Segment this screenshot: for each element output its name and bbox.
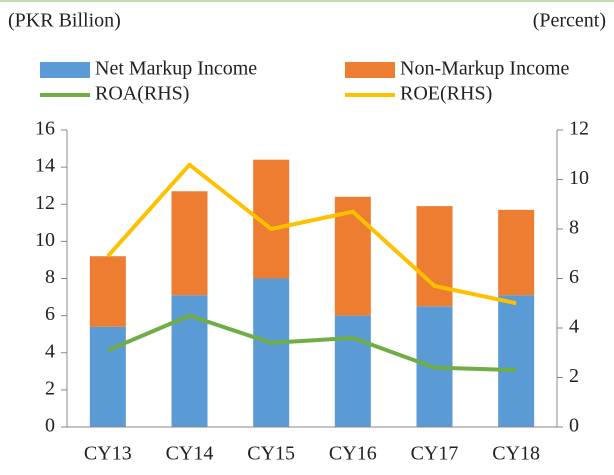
x-tick-label: CY17 [411, 443, 459, 465]
legend-swatch [40, 62, 90, 78]
x-tick-label: CY13 [84, 443, 132, 465]
x-tick-label: CY18 [492, 443, 540, 465]
line-series [107, 313, 517, 373]
bar [498, 295, 535, 427]
bar [171, 191, 208, 296]
y2-tick-label: 6 [569, 266, 579, 288]
bar [416, 206, 453, 307]
legend-swatch [345, 62, 395, 78]
y2-tick-label: 8 [569, 217, 579, 239]
legend-label: Net Markup Income [95, 58, 257, 80]
bar [334, 196, 371, 316]
x-tick-label: CY15 [247, 443, 295, 465]
x-tick-label: CY14 [166, 443, 214, 465]
y-tick-label: 14 [35, 155, 55, 177]
x-tick-label: CY16 [329, 443, 377, 465]
bar [498, 209, 535, 296]
y2-tick-label: 10 [569, 167, 589, 189]
y2-tick-label: 4 [569, 316, 579, 338]
y2-axis-label: (Percent) [533, 10, 606, 32]
line-series [106, 162, 517, 306]
y-tick-label: 12 [35, 192, 55, 214]
y-tick-label: 6 [45, 303, 55, 325]
legend-label: Non-Markup Income [400, 58, 570, 80]
y-tick-label: 8 [45, 266, 55, 288]
y-tick-label: 16 [35, 118, 55, 140]
y2-tick-label: 0 [569, 415, 579, 437]
legend-label: ROA(RHS) [95, 83, 189, 105]
y-tick-label: 2 [45, 377, 55, 399]
y-tick-label: 4 [45, 340, 55, 362]
legend-label: ROE(RHS) [400, 83, 492, 105]
bar [89, 326, 126, 427]
y-tick-label: 10 [35, 229, 55, 251]
y2-tick-label: 2 [569, 365, 579, 387]
y2-tick-label: 12 [569, 118, 589, 140]
y-axis-label: (PKR Billion) [8, 10, 121, 32]
y-tick-label: 0 [45, 415, 55, 437]
bar [334, 315, 371, 427]
bar [253, 278, 290, 427]
bar [89, 256, 126, 327]
